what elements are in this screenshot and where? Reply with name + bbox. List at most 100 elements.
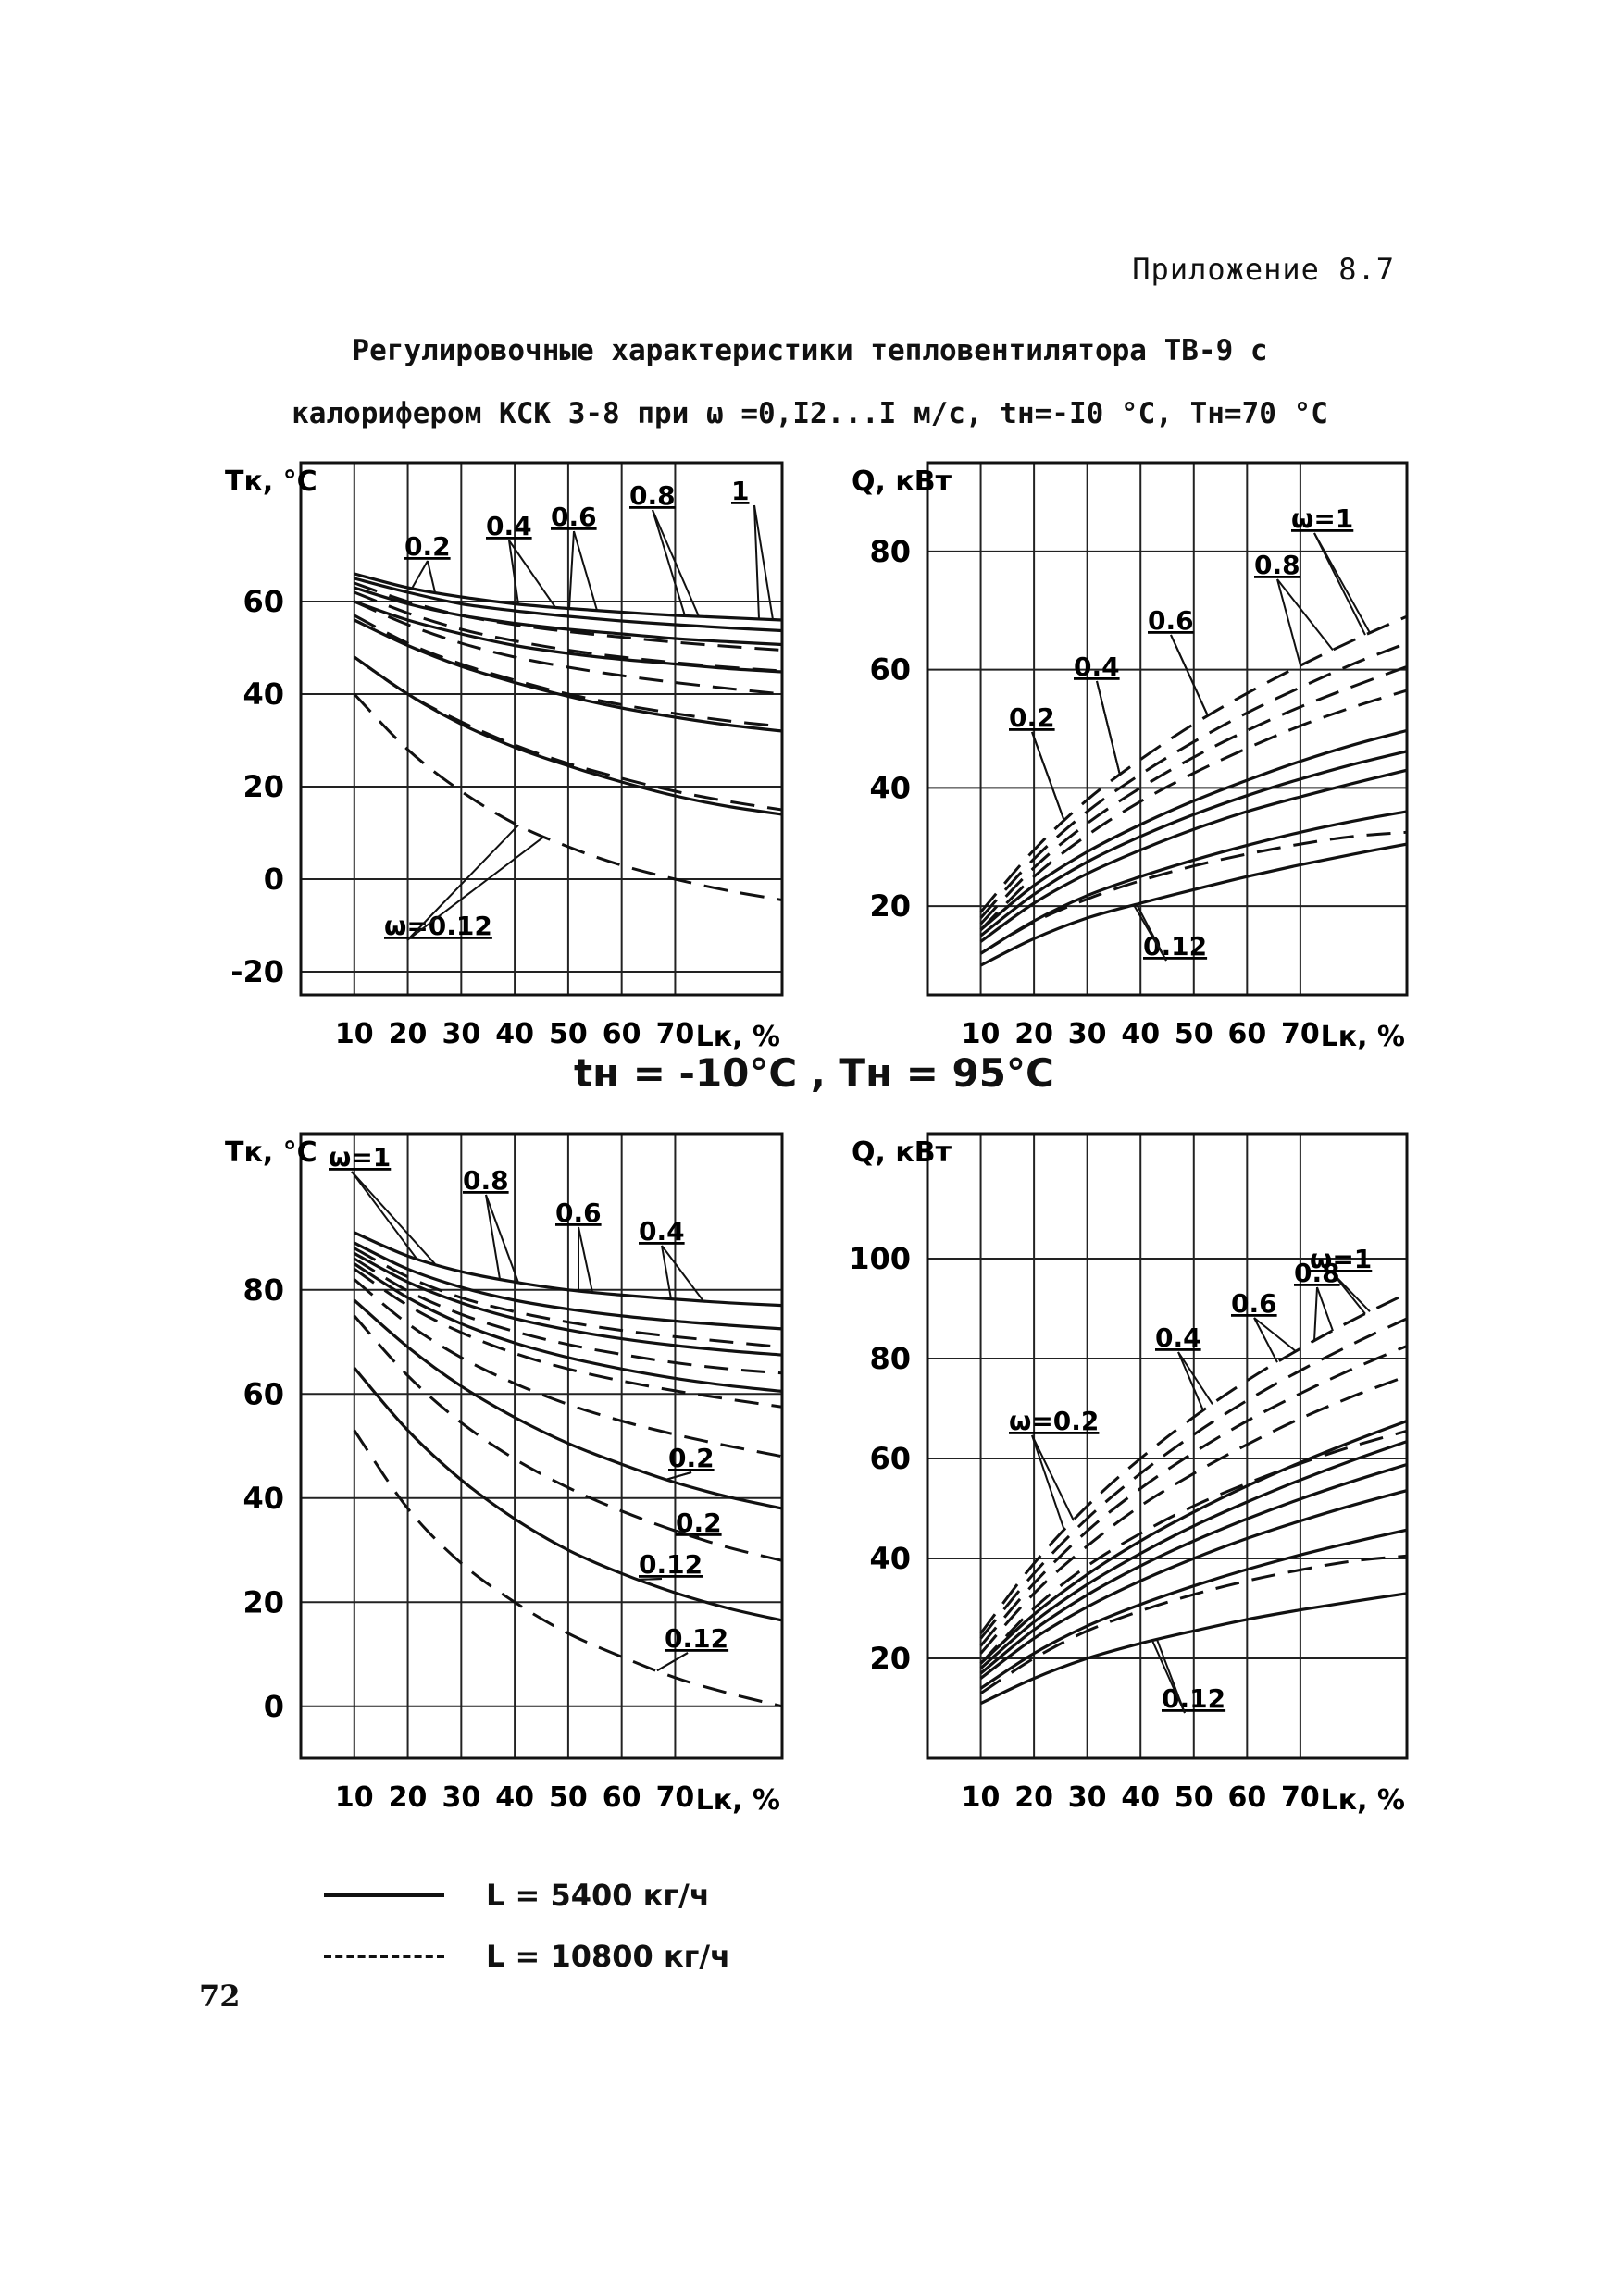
x-tick-label: 50 (1175, 1781, 1213, 1814)
x-tick-label: 30 (442, 1781, 480, 1814)
leader-line (1313, 1286, 1318, 1342)
leader-line (652, 509, 700, 617)
leader-line (411, 560, 429, 590)
curve-label: 0.6 (555, 1198, 602, 1228)
series-group (353, 1231, 782, 1708)
curve-label: ω=1 (1291, 503, 1353, 534)
leader-line (351, 1171, 436, 1265)
y-tick-label: -20 (230, 954, 284, 989)
curve-label: 0.6 (551, 502, 597, 532)
series-line-w0.8-10800 (979, 1317, 1407, 1640)
series-line-w0.6-5400 (979, 750, 1407, 937)
leader-line (753, 504, 760, 619)
x-tick-label: 30 (442, 1018, 480, 1050)
series-line-w1-10800 (979, 1292, 1407, 1634)
y-tick-label: 60 (869, 1441, 911, 1476)
x-tick-label: 10 (335, 1781, 374, 1814)
series-line-w0.6-5400 (979, 1462, 1407, 1675)
leader-line (1313, 532, 1371, 634)
legend-label-10800: L = 10800 кг/ч (486, 1939, 731, 1974)
curve-label: 0.8 (629, 480, 676, 511)
plot-frame (926, 1132, 1409, 1760)
curve-label: 0.6 (1148, 605, 1194, 636)
series-line-w1-10800 (354, 1247, 782, 1349)
series-line-w0.8-5400 (979, 728, 1407, 931)
series-line-w0.6-5400 (354, 586, 782, 647)
series-line-w0.2-5400 (354, 618, 782, 733)
leader-line (485, 1194, 501, 1280)
series-line-w1-5400 (979, 1420, 1407, 1665)
y-axis-label: Тк, °С (225, 1136, 317, 1169)
series-line-w0.6-10800 (353, 1268, 782, 1409)
x-tick-label: 70 (1281, 1781, 1320, 1814)
series-line-w0.12-10800 (979, 1554, 1407, 1695)
series-line-w0.4-10800 (979, 689, 1407, 931)
leader-line (656, 1652, 689, 1672)
series-line-w0.6-10800 (979, 1345, 1407, 1647)
curve-label: 0.4 (1074, 652, 1120, 682)
leader-line (485, 1194, 519, 1284)
series-line-w1-5400 (354, 1231, 782, 1308)
series-group (353, 572, 782, 901)
series-line-w0.2-5400 (979, 1528, 1407, 1690)
x-tick-label: 40 (1121, 1018, 1160, 1050)
y-tick-label: 20 (243, 769, 284, 804)
series-line-w0.12-10800 (979, 830, 1407, 955)
x-tick-label: 50 (549, 1781, 588, 1814)
y-tick-label: 0 (264, 1689, 284, 1724)
curve-label: 0.8 (1294, 1258, 1340, 1288)
leader-line (1170, 634, 1209, 717)
series-line-w0.6-5400 (354, 1251, 782, 1357)
leader-line (665, 1471, 692, 1481)
leader-line (406, 836, 545, 941)
leader-line (1316, 1286, 1334, 1332)
x-axis-label: Lк, % (1321, 1784, 1405, 1817)
conditions-caption: tн = -10°С , Тн = 95°С (574, 1050, 1054, 1096)
legend: L = 5400 кг/ч L = 10800 кг/ч (324, 1865, 730, 1987)
title-line-2: калорифером КСК 3-8 при ω =0,I2...I м/с,… (292, 397, 1328, 430)
y-tick-label: 40 (243, 676, 284, 712)
series-line-w0.4-10800 (353, 1278, 782, 1458)
leader-line (508, 540, 556, 608)
y-axis-label: Q, кВт (852, 465, 952, 498)
series-line-w0.4-5400 (979, 1489, 1407, 1680)
x-tick-label: 60 (603, 1018, 641, 1050)
x-tick-label: 20 (1014, 1781, 1053, 1814)
x-tick-label: 10 (962, 1781, 1001, 1814)
series-line-w0.2-5400 (353, 1298, 782, 1510)
series-line-w0.12-5400 (353, 1367, 782, 1622)
series-line-w0.8-10800 (979, 641, 1407, 919)
x-tick-label: 50 (549, 1018, 588, 1050)
y-tick-label: 60 (243, 1376, 284, 1411)
title-line-1: Регулировочные характеристики тепловенти… (352, 334, 1268, 367)
series-line-w0.12-10800 (353, 1429, 782, 1708)
leader-line (578, 1226, 593, 1293)
x-tick-label: 20 (1014, 1018, 1053, 1050)
y-tick-label: 60 (243, 584, 284, 619)
series-line-w1-5400 (354, 572, 782, 622)
curve-label: 0.12 (1162, 1683, 1225, 1714)
leader-line (1276, 578, 1301, 666)
series-line-w0.4-5400 (354, 600, 782, 674)
plot-frame (299, 461, 784, 997)
x-tick-label: 30 (1068, 1781, 1107, 1814)
leader-line (573, 530, 598, 611)
y-tick-label: 40 (869, 770, 911, 805)
y-tick-label: 20 (869, 888, 911, 924)
y-tick-label: 80 (243, 1272, 284, 1308)
y-axis-label: Q, кВт (852, 1136, 952, 1169)
curve-label: 0.2 (404, 531, 451, 562)
curve-label: 0.8 (463, 1165, 509, 1196)
x-tick-label: 10 (962, 1018, 1001, 1050)
curve-label: ω=1 (329, 1142, 391, 1173)
leader-line (652, 509, 686, 616)
legend-solid-swatch (324, 1893, 444, 1897)
y-tick-label: 20 (869, 1641, 911, 1676)
leader-line (638, 1578, 663, 1581)
x-tick-label: 70 (1281, 1018, 1320, 1050)
series-line-w0.2-10800 (353, 1314, 782, 1562)
legend-dashed-swatch (324, 1955, 444, 1958)
y-tick-label: 80 (869, 1341, 911, 1376)
